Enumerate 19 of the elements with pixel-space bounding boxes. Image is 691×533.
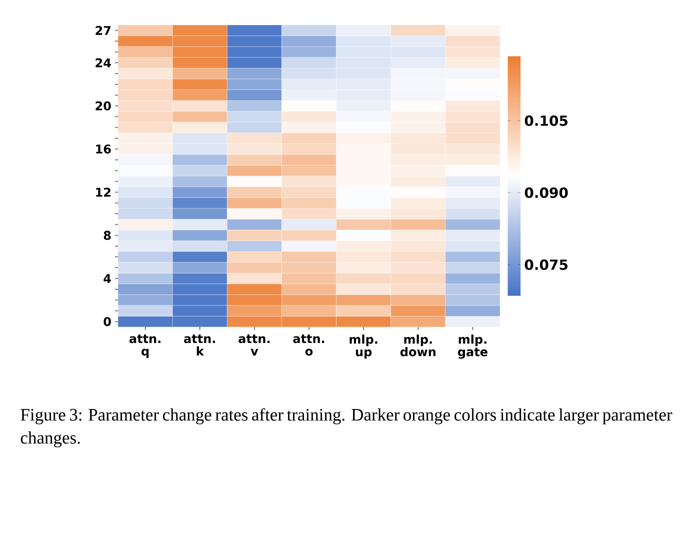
y-tick-label: 12 xyxy=(96,188,110,197)
y-tick-label: 27 xyxy=(96,26,111,35)
y-tick-label: 16 xyxy=(96,144,111,154)
y-tick-label: 24 xyxy=(96,58,111,68)
color-bar-label: 0.075 xyxy=(524,259,568,270)
x-tick-label: mlp. down xyxy=(400,334,436,356)
color-bar-label: 0.105 xyxy=(524,115,568,126)
y-tick-label: 4 xyxy=(104,274,111,283)
x-tick-label: attn. k xyxy=(184,334,215,356)
caption: Figure 3: Parameter change rates after training. Darker orange colors indicate larger parameter changes. xyxy=(20,408,672,448)
y-tick-label: 20 xyxy=(96,101,111,110)
color-bar-label: 0.090 xyxy=(524,187,568,198)
x-tick-label: mlp. up xyxy=(350,334,378,359)
x-tick-label: mlp. gate xyxy=(458,334,488,359)
x-tick-label: attn. q xyxy=(129,334,160,358)
x-tick-label: attn. v xyxy=(238,334,270,356)
y-tick-label: 0 xyxy=(104,317,111,326)
y-tick-label: 8 xyxy=(104,230,111,240)
x-tick-label: attn. o xyxy=(293,334,324,356)
